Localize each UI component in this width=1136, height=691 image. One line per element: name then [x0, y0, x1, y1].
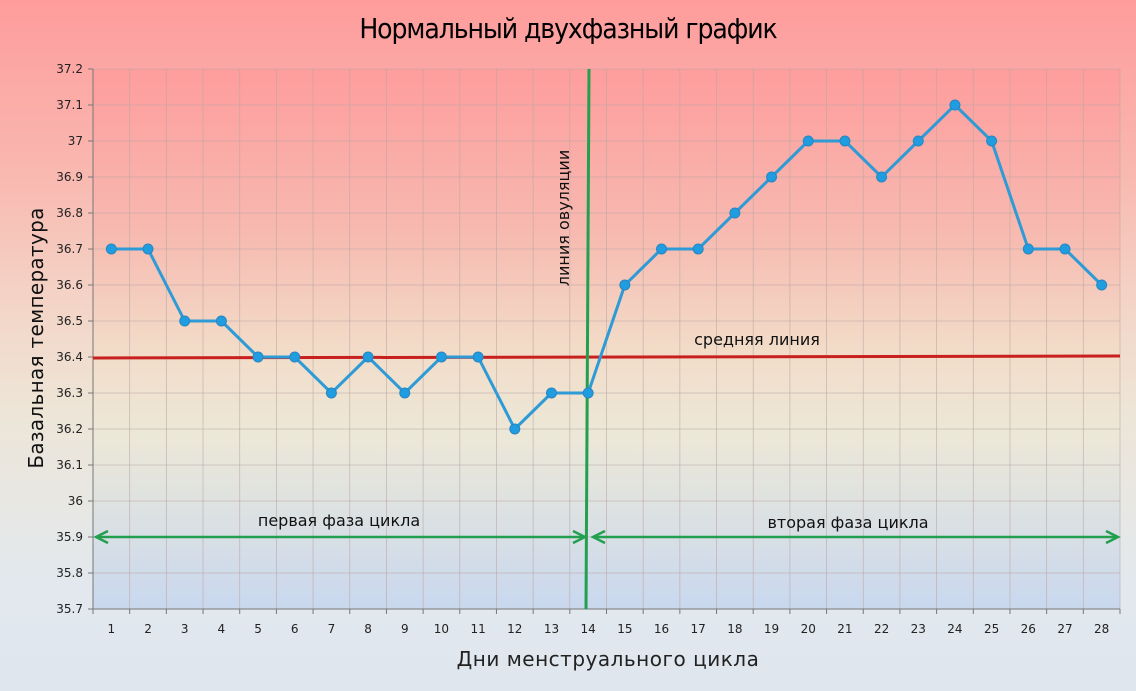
y-tick-label: 35.8 [56, 566, 83, 580]
x-tick-label: 17 [691, 622, 706, 636]
data-point [1022, 243, 1034, 255]
x-tick-label: 11 [470, 622, 485, 636]
data-point [619, 279, 631, 291]
x-tick-label: 26 [1021, 622, 1036, 636]
mean-line [92, 354, 1121, 360]
y-tick-label: 36.3 [56, 386, 83, 400]
ovulation-line [584, 68, 591, 610]
x-tick-label: 25 [984, 622, 999, 636]
data-point [435, 351, 447, 363]
x-tick-label: 24 [947, 622, 962, 636]
data-point [215, 315, 227, 327]
y-tick-label: 36.5 [56, 314, 83, 328]
data-point [876, 171, 888, 183]
y-tick-label: 36.9 [56, 170, 83, 184]
data-point [1059, 243, 1071, 255]
x-tick-label: 6 [291, 622, 299, 636]
x-tick-label: 21 [837, 622, 852, 636]
x-tick-label: 19 [764, 622, 779, 636]
data-point [179, 315, 191, 327]
x-tick-label: 23 [911, 622, 926, 636]
y-tick-label: 36.1 [56, 458, 83, 472]
x-tick-label: 4 [218, 622, 226, 636]
data-point [362, 351, 374, 363]
data-point [582, 387, 594, 399]
y-tick-label: 37.2 [56, 62, 83, 76]
temperature-series [105, 99, 1108, 435]
x-tick-label: 18 [727, 622, 742, 636]
data-point [399, 387, 411, 399]
y-tick-label: 35.7 [56, 602, 83, 616]
chart-title: Нормальный двухфазный график [359, 12, 777, 45]
data-point [1096, 279, 1108, 291]
y-axis-ticks: 37.2 37.1 37 36.9 36.8 36.7 36.6 36.5 36.4 36.3 36… [56, 62, 93, 616]
y-tick-label: 37.1 [56, 98, 83, 112]
y-tick-label: 36.8 [56, 206, 83, 220]
y-tick-label: 35.9 [56, 530, 83, 544]
data-point [766, 171, 778, 183]
mean-line-label: средняя линия [694, 330, 820, 349]
phase2-label: вторая фаза цикла [767, 513, 928, 532]
data-point [289, 351, 301, 363]
x-tick-label: 12 [507, 622, 522, 636]
x-axis-ticks: 1 2 3 4 5 6 7 8 9 10 11 12 13 14 15 16 17 18 19 20 21 22 23 24 2… [92, 609, 1121, 636]
data-point [509, 423, 521, 435]
x-axis-label: Дни менструального цикла [456, 647, 760, 671]
x-tick-label: 28 [1094, 622, 1109, 636]
data-point [802, 135, 814, 147]
data-point [472, 351, 484, 363]
data-point [656, 243, 668, 255]
annotation-labels: средняя линия первая фаза цикла вторая фаз… [258, 150, 929, 532]
x-tick-label: 7 [328, 622, 336, 636]
y-tick-label: 36 [68, 494, 83, 508]
data-point [142, 243, 154, 255]
y-tick-label: 36.4 [56, 350, 83, 364]
x-tick-label: 1 [108, 622, 116, 636]
x-tick-label: 2 [144, 622, 152, 636]
x-tick-label: 20 [801, 622, 816, 636]
x-tick-label: 5 [254, 622, 262, 636]
x-tick-label: 9 [401, 622, 409, 636]
data-point [105, 243, 117, 255]
data-point [729, 207, 741, 219]
y-tick-label: 37 [68, 134, 83, 148]
data-point [692, 243, 704, 255]
x-tick-label: 13 [544, 622, 559, 636]
x-tick-label: 16 [654, 622, 669, 636]
y-tick-label: 36.6 [56, 278, 83, 292]
y-tick-label: 36.7 [56, 242, 83, 256]
data-point [545, 387, 557, 399]
x-tick-label: 8 [364, 622, 372, 636]
data-point [986, 135, 998, 147]
x-tick-label: 27 [1057, 622, 1072, 636]
data-point [912, 135, 924, 147]
data-point [949, 99, 961, 111]
x-tick-label: 14 [581, 622, 596, 636]
data-point [839, 135, 851, 147]
x-tick-label: 10 [434, 622, 449, 636]
data-point [325, 387, 337, 399]
phase1-label: первая фаза цикла [258, 511, 420, 530]
x-tick-label: 3 [181, 622, 189, 636]
ovulation-line-label: линия овуляции [554, 150, 573, 286]
data-point [252, 351, 264, 363]
x-tick-label: 22 [874, 622, 889, 636]
x-tick-label: 15 [617, 622, 632, 636]
phase-arrows [93, 529, 1121, 545]
y-tick-label: 36.2 [56, 422, 83, 436]
